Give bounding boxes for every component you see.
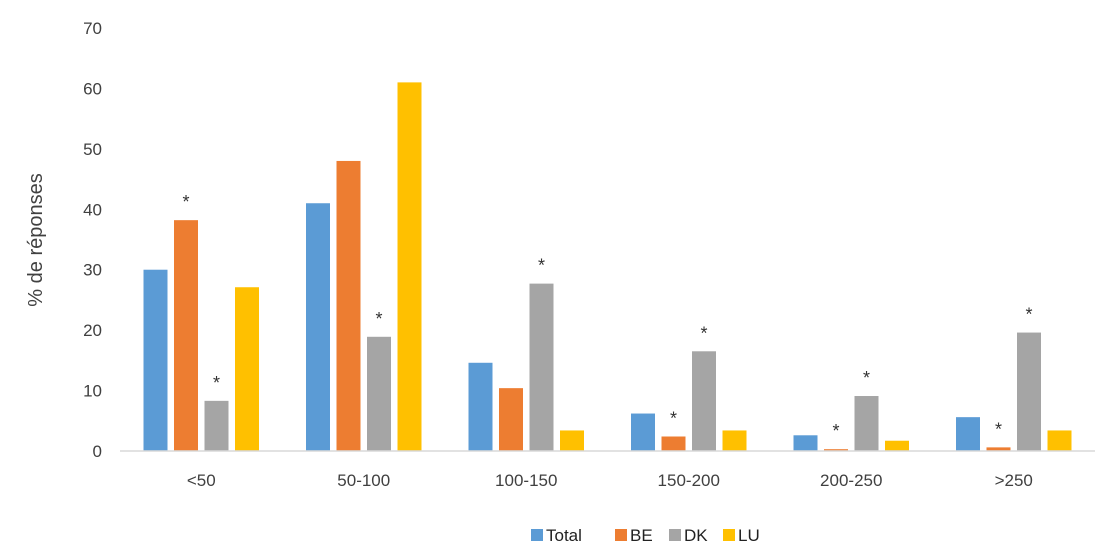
bar-dk-0 [204, 400, 229, 451]
bar-dk-1 [367, 336, 391, 451]
bar-be-4 [824, 449, 848, 451]
y-tick-label: 40 [83, 200, 102, 219]
bar-total-1 [306, 203, 330, 451]
significance-star: * [832, 421, 839, 441]
x-category-label: 50-100 [337, 471, 390, 490]
significance-star: * [670, 408, 677, 428]
bar-dk-4 [854, 396, 879, 451]
bar-be-1 [336, 160, 361, 451]
legend-swatch-lu [723, 529, 735, 541]
y-tick-label: 70 [83, 19, 102, 38]
bar-dk-5 [1017, 332, 1041, 451]
significance-star: * [700, 323, 707, 343]
x-axis-categories: <50 50-100 100-150 150-200 200-250 >250 [187, 471, 1033, 490]
y-tick-label: 30 [83, 261, 102, 280]
y-tick-label: 60 [83, 79, 102, 98]
y-tick-label: 50 [83, 140, 102, 159]
bar-dk-3 [692, 351, 716, 451]
significance-markers: * * * * * * * * * * [182, 192, 1032, 441]
legend: Total BE DK LU [531, 526, 760, 545]
bar-be-2 [499, 388, 523, 451]
bar-be-5 [986, 447, 1011, 451]
significance-star: * [995, 419, 1002, 439]
bar-be-3 [661, 436, 686, 451]
y-axis-label: % de réponses [25, 173, 47, 306]
bar-lu-1 [397, 82, 422, 451]
legend-label: DK [684, 526, 708, 545]
x-category-label: 150-200 [658, 471, 720, 490]
bar-lu-5 [1047, 430, 1072, 451]
bar-lu-0 [235, 287, 259, 451]
significance-star: * [213, 373, 220, 393]
bar-total-4 [793, 435, 818, 451]
bar-total-3 [631, 413, 655, 451]
y-tick-label: 20 [83, 321, 102, 340]
significance-star: * [1025, 305, 1032, 325]
legend-label: LU [738, 526, 760, 545]
legend-swatch-be [615, 529, 627, 541]
bar-dk-2 [529, 283, 554, 451]
bar-total-5 [956, 417, 980, 451]
x-category-label: <50 [187, 471, 216, 490]
significance-star: * [182, 192, 189, 212]
bar-be-0 [174, 220, 198, 451]
y-axis-ticks: 0 10 20 30 40 50 60 70 [83, 19, 102, 461]
bar-total-0 [143, 269, 168, 451]
x-category-label: 100-150 [495, 471, 557, 490]
bars-group [143, 82, 1072, 451]
bar-lu-2 [560, 430, 584, 451]
legend-swatch-total [531, 529, 543, 541]
x-category-label: 200-250 [820, 471, 882, 490]
significance-star: * [375, 309, 382, 329]
bar-lu-3 [722, 430, 747, 451]
y-tick-label: 0 [93, 442, 102, 461]
legend-label: BE [630, 526, 653, 545]
significance-star: * [863, 368, 870, 388]
bar-total-2 [468, 362, 493, 451]
legend-swatch-dk [669, 529, 681, 541]
significance-star: * [538, 256, 545, 276]
y-tick-label: 10 [83, 382, 102, 401]
x-category-label: >250 [995, 471, 1033, 490]
legend-label: Total [546, 526, 582, 545]
bar-lu-4 [885, 440, 909, 451]
